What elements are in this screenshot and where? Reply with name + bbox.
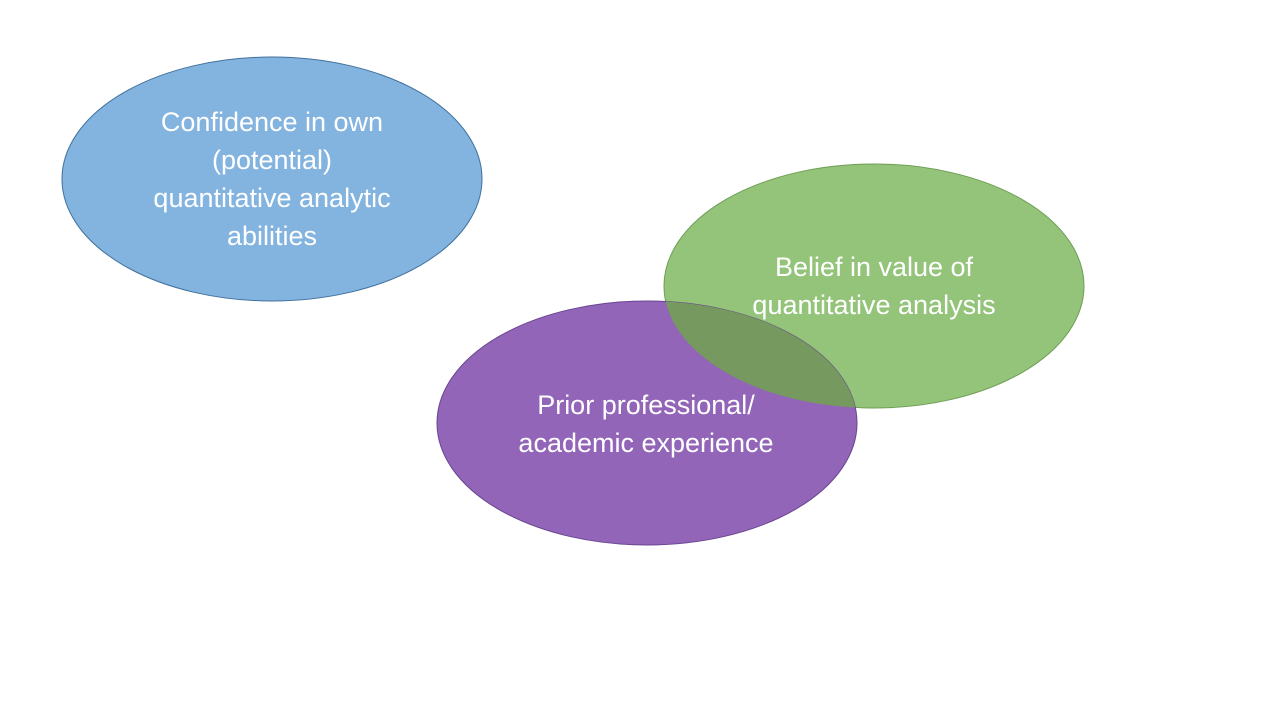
- confidence-ellipse: [61, 56, 483, 302]
- overlap-region: [664, 301, 857, 408]
